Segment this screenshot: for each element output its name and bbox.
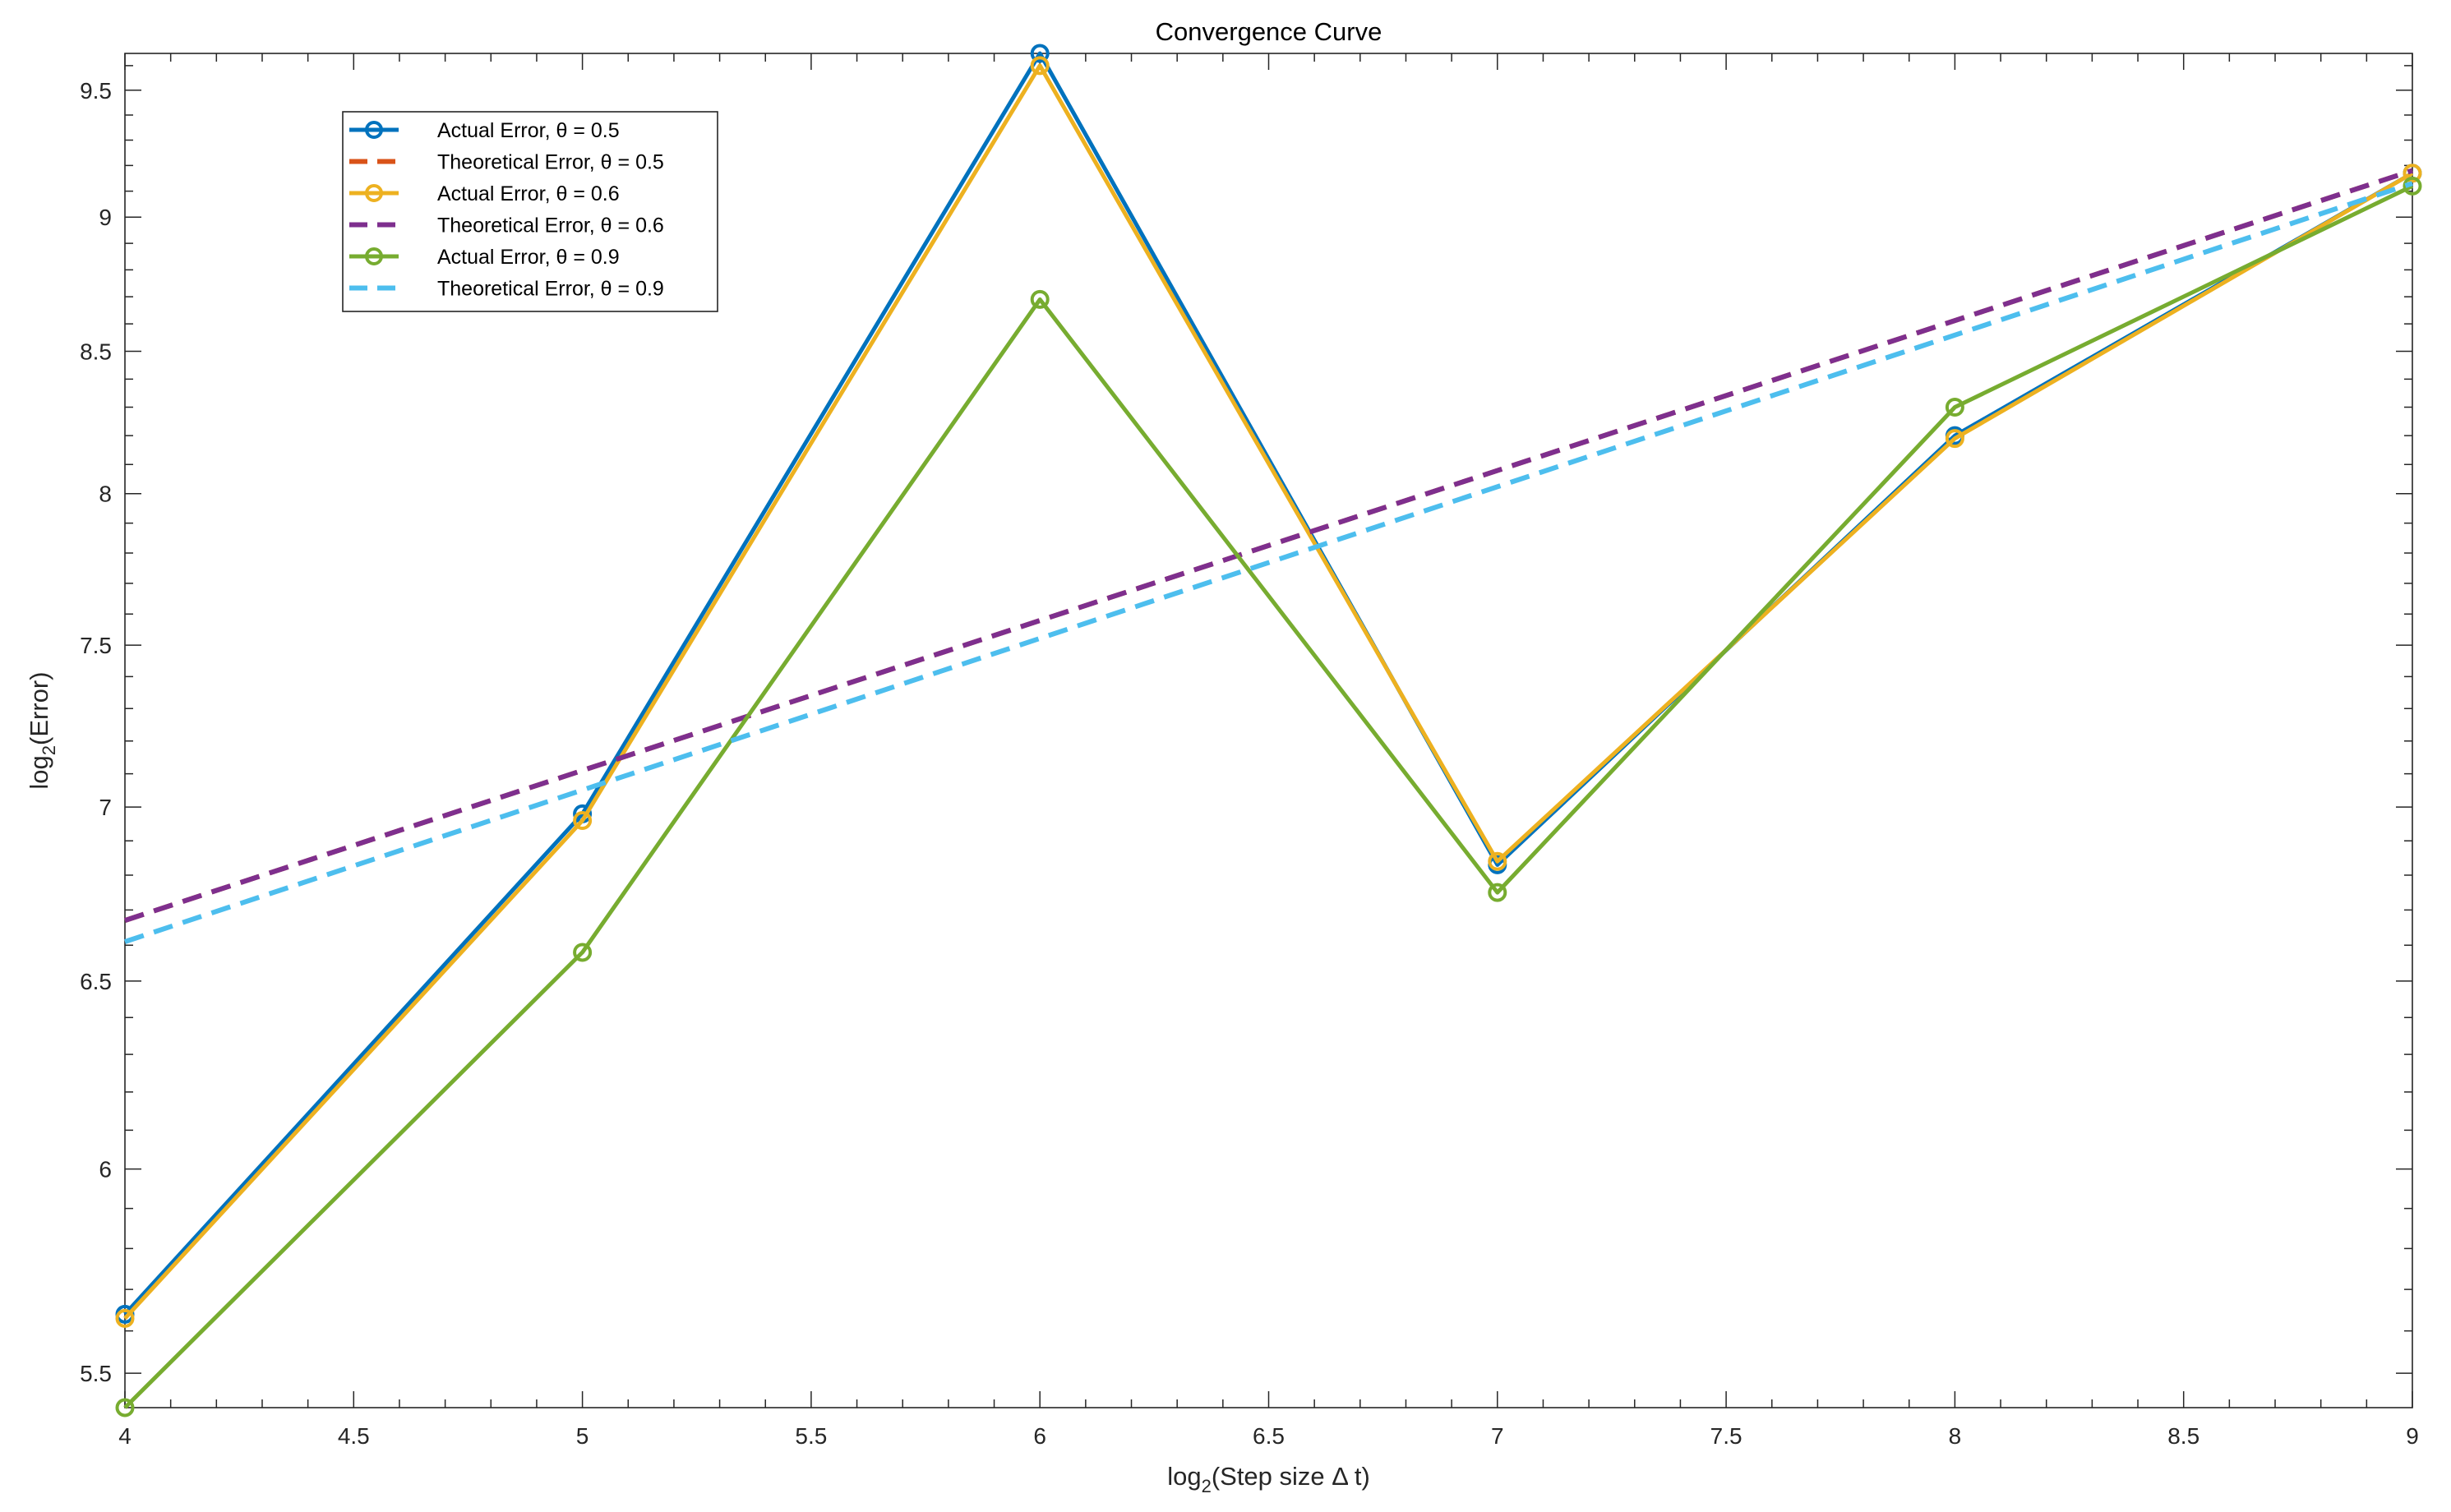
legend-label: Theoretical Error, θ = 0.5 bbox=[437, 151, 664, 174]
data-point bbox=[1945, 429, 1964, 449]
y-axis-label: log2(Error) bbox=[25, 671, 59, 789]
series-4 bbox=[124, 168, 2413, 923]
theoretical-error-line bbox=[124, 168, 2413, 923]
chart-title: Convergence Curve bbox=[1156, 17, 1382, 46]
y-tick-label: 8.5 bbox=[80, 339, 112, 365]
x-tick-label: 8 bbox=[1949, 1423, 1962, 1449]
x-axis-label-suffix: (Step size Δ t) bbox=[1212, 1462, 1370, 1491]
actual-error-line bbox=[123, 63, 2414, 1321]
legend-label: Actual Error, θ = 0.5 bbox=[437, 119, 620, 142]
x-tick-labels: 4 4.5 5 5.5 6 6.5 7 7.5 8 8.5 9 bbox=[118, 1423, 2419, 1449]
legend-item: Theoretical Error, θ = 0.6 bbox=[349, 214, 664, 237]
legend: Actual Error, θ = 0.5 Theoretical Error, … bbox=[342, 111, 718, 312]
data-point bbox=[1030, 289, 1050, 309]
data-point bbox=[1488, 851, 1507, 871]
y-tick-label: 5.5 bbox=[80, 1361, 112, 1386]
data-point bbox=[1945, 398, 1964, 417]
data-point bbox=[573, 943, 593, 962]
legend-item: Theoretical Error, θ = 0.9 bbox=[349, 278, 664, 301]
series-6 bbox=[124, 181, 2413, 944]
x-tick-label: 5.5 bbox=[795, 1423, 827, 1449]
data-point bbox=[115, 1398, 135, 1418]
x-tick-label: 4.5 bbox=[338, 1423, 370, 1449]
data-point bbox=[2403, 164, 2422, 183]
legend-label: Actual Error, θ = 0.6 bbox=[437, 182, 620, 205]
legend-item: Actual Error, θ = 0.9 bbox=[349, 246, 620, 269]
y-tick-label: 7.5 bbox=[80, 633, 112, 658]
legend-marker bbox=[365, 184, 383, 202]
legend-marker bbox=[365, 247, 383, 265]
x-axis-label-subscript: 2 bbox=[1202, 1476, 1212, 1496]
y-axis-label-prefix: log bbox=[25, 755, 53, 789]
data-point bbox=[1488, 883, 1507, 902]
x-axis-label-prefix: log bbox=[1167, 1462, 1201, 1491]
x-axis-label: log2(Step size Δ t) bbox=[1167, 1462, 1370, 1496]
y-tick-label: 9.5 bbox=[80, 78, 112, 104]
y-axis-label-subscript: 2 bbox=[39, 745, 59, 755]
x-tick-label: 6.5 bbox=[1253, 1423, 1285, 1449]
actual-error-line bbox=[123, 184, 2414, 1409]
x-tick-label: 4 bbox=[118, 1423, 132, 1449]
theoretical-error-line bbox=[124, 181, 2413, 944]
data-point bbox=[1030, 56, 1050, 76]
x-tick-label: 7.5 bbox=[1710, 1423, 1742, 1449]
series-lines bbox=[115, 44, 2422, 1418]
legend-item: Theoretical Error, θ = 0.5 bbox=[349, 151, 664, 174]
x-tick-label: 8.5 bbox=[2167, 1423, 2199, 1449]
x-tick-label: 9 bbox=[2406, 1423, 2419, 1449]
y-axis-label-suffix: (Error) bbox=[25, 671, 53, 745]
y-tick-label: 8 bbox=[99, 482, 112, 507]
y-tick-label: 6.5 bbox=[80, 969, 112, 994]
x-tick-label: 5 bbox=[576, 1423, 589, 1449]
legend-label: Theoretical Error, θ = 0.6 bbox=[437, 214, 664, 237]
legend-item: Actual Error, θ = 0.6 bbox=[349, 182, 620, 205]
y-tick-label: 6 bbox=[99, 1157, 112, 1182]
legend-label: Actual Error, θ = 0.9 bbox=[437, 246, 620, 269]
y-tick-label: 9 bbox=[99, 205, 112, 230]
legend-marker bbox=[365, 121, 383, 139]
y-tick-label: 7 bbox=[99, 795, 112, 820]
x-tick-label: 6 bbox=[1033, 1423, 1046, 1449]
legend-box bbox=[342, 111, 718, 312]
data-point bbox=[1030, 44, 1050, 63]
y-tick-labels: 5.5 6 6.5 7 7.5 8 8.5 9 9.5 bbox=[80, 78, 112, 1386]
data-point bbox=[2403, 176, 2422, 196]
legend-label: Theoretical Error, θ = 0.9 bbox=[437, 278, 664, 301]
x-tick-label: 7 bbox=[1491, 1423, 1504, 1449]
data-point bbox=[115, 1308, 135, 1328]
series-3 bbox=[115, 56, 2422, 1328]
data-point bbox=[573, 811, 593, 831]
legend-item: Actual Error, θ = 0.5 bbox=[349, 119, 620, 142]
series-5 bbox=[115, 176, 2422, 1418]
